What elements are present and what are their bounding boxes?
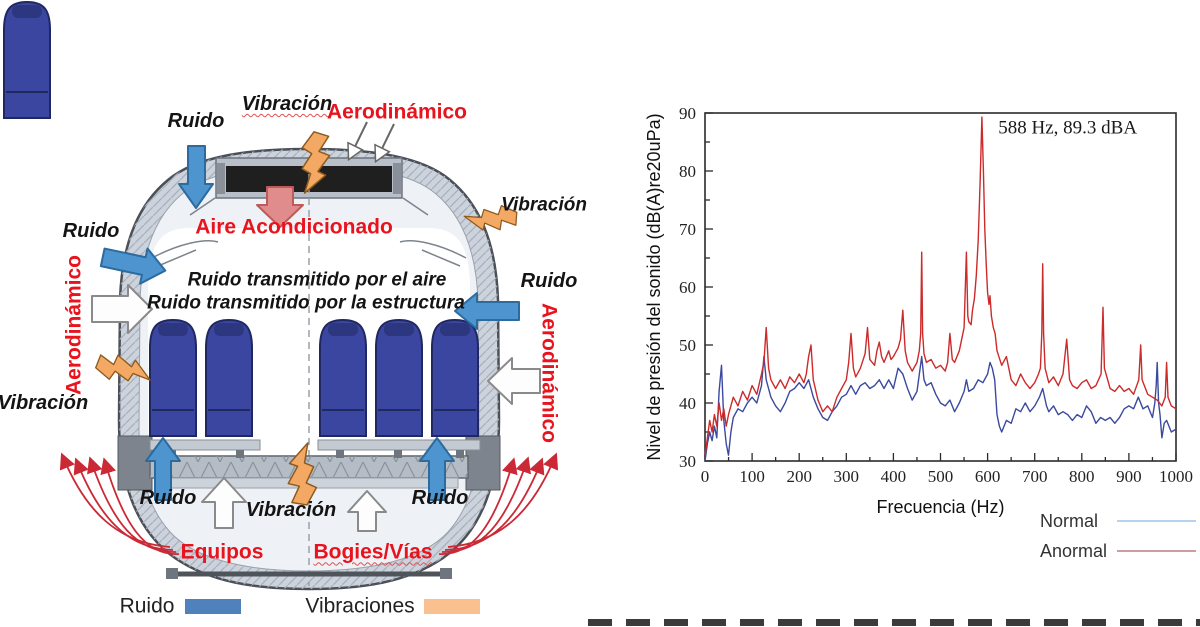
svg-text:500: 500 [928,467,954,486]
svg-text:200: 200 [786,467,812,486]
noise-arrow-roof-down [178,145,214,209]
legend-label-anormal: Anormal [1040,541,1107,561]
legend-label-normal: Normal [1040,511,1098,531]
label-ruido-top: Ruido [167,110,225,132]
spectrum-chart-svg: 0 100 200 300 400 500 600 700 800 900 1000 30 40 50 60… [644,104,1196,561]
series-normal [704,355,1177,462]
noise-arrows [99,145,520,501]
label-ruido-bottom-left: Ruido [139,487,197,509]
diagram-legend-vibraciones-label: Vibraciones [305,594,415,618]
outline-arrows [91,284,541,532]
svg-text:900: 900 [1116,467,1142,486]
bogies-arrow-up [347,490,387,532]
label-vibracion-right: Vibración [501,194,587,216]
red-flow-arrows-right [438,452,559,555]
noise-arrow-floor-right-up [419,437,455,501]
svg-text:50: 50 [679,336,696,355]
label-vibracion-top: Vibración [241,93,333,115]
label-aerodinamico-right: Aerodinámico [537,302,561,444]
aero-arrow-left [91,284,153,334]
label-aire-acondicionado: Aire Acondicionado [195,215,393,239]
diagram-legend-ruido-label: Ruido [119,594,175,618]
diagram-legend-ruido-swatch [185,599,241,614]
bottom-dashed-strip [588,619,1200,626]
axis-ticks [704,112,1177,462]
svg-text:60: 60 [679,278,696,297]
passenger-seats [3,0,481,458]
label-equipos: Equipos [180,540,264,564]
svg-text:800: 800 [1069,467,1095,486]
label-ruido-bottom-right: Ruido [411,487,469,509]
peak-annotation: 588 Hz, 89.3 dBA [998,117,1137,138]
label-aerodinamico-top: Aerodinámico [326,100,468,124]
svg-text:100: 100 [739,467,765,486]
noise-arrow-right-wall [454,292,520,330]
noise-arrow-floor-left-up [145,437,181,501]
diagram-legend-vibraciones-swatch [424,599,480,614]
label-aerodinamico-left: Aerodinámico [62,254,86,396]
series-anormal [704,116,1177,456]
svg-text:30: 30 [679,452,696,471]
x-axis-label: Frecuencia (Hz) [876,497,1004,517]
svg-text:80: 80 [679,162,696,181]
svg-text:400: 400 [881,467,907,486]
ac-airflow-arrow [256,186,304,228]
label-ruido-right: Ruido [520,270,578,292]
y-axis-label: Nivel de presión del sonido (dB(A)re20uP… [644,113,664,460]
svg-text:0: 0 [701,467,710,486]
plot-frame [704,112,1177,462]
spectrum-chart: 0 100 200 300 400 500 600 700 800 900 1000 30 40 50 60… [620,0,1200,627]
y-tick-labels: 30 40 50 60 70 80 90 [679,104,696,471]
aero-arrow-right [487,357,541,405]
train-cross-section-graphic [3,0,559,591]
svg-text:300: 300 [834,467,860,486]
label-ruido-estructura: Ruido transmitido por la estructura [147,292,465,314]
svg-text:90: 90 [679,104,696,123]
luggage-rack-lines [151,240,467,267]
label-vibracion-left: Vibración [0,392,89,414]
svg-text:600: 600 [975,467,1001,486]
noise-arrow-left-wall [99,247,167,285]
label-ruido-aire: Ruido transmitido por el aire [187,269,447,291]
train-noise-diagram: Ruido Vibración Aerodinámico Vibración R… [0,0,587,618]
red-flow-arrows-left [59,452,180,555]
svg-text:70: 70 [679,220,696,239]
chart-legend: Normal Anormal [1040,511,1196,561]
label-bogies-vias: Bogies/Vías [313,540,433,564]
x-tick-labels: 0 100 200 300 400 500 600 700 800 900 1000 [701,467,1193,486]
label-ruido-left: Ruido [62,220,120,242]
svg-text:1000: 1000 [1159,467,1193,486]
equipos-arrow-up [201,477,247,529]
svg-text:40: 40 [679,394,696,413]
label-vibracion-bottom: Vibración [245,499,337,521]
svg-text:700: 700 [1022,467,1047,486]
